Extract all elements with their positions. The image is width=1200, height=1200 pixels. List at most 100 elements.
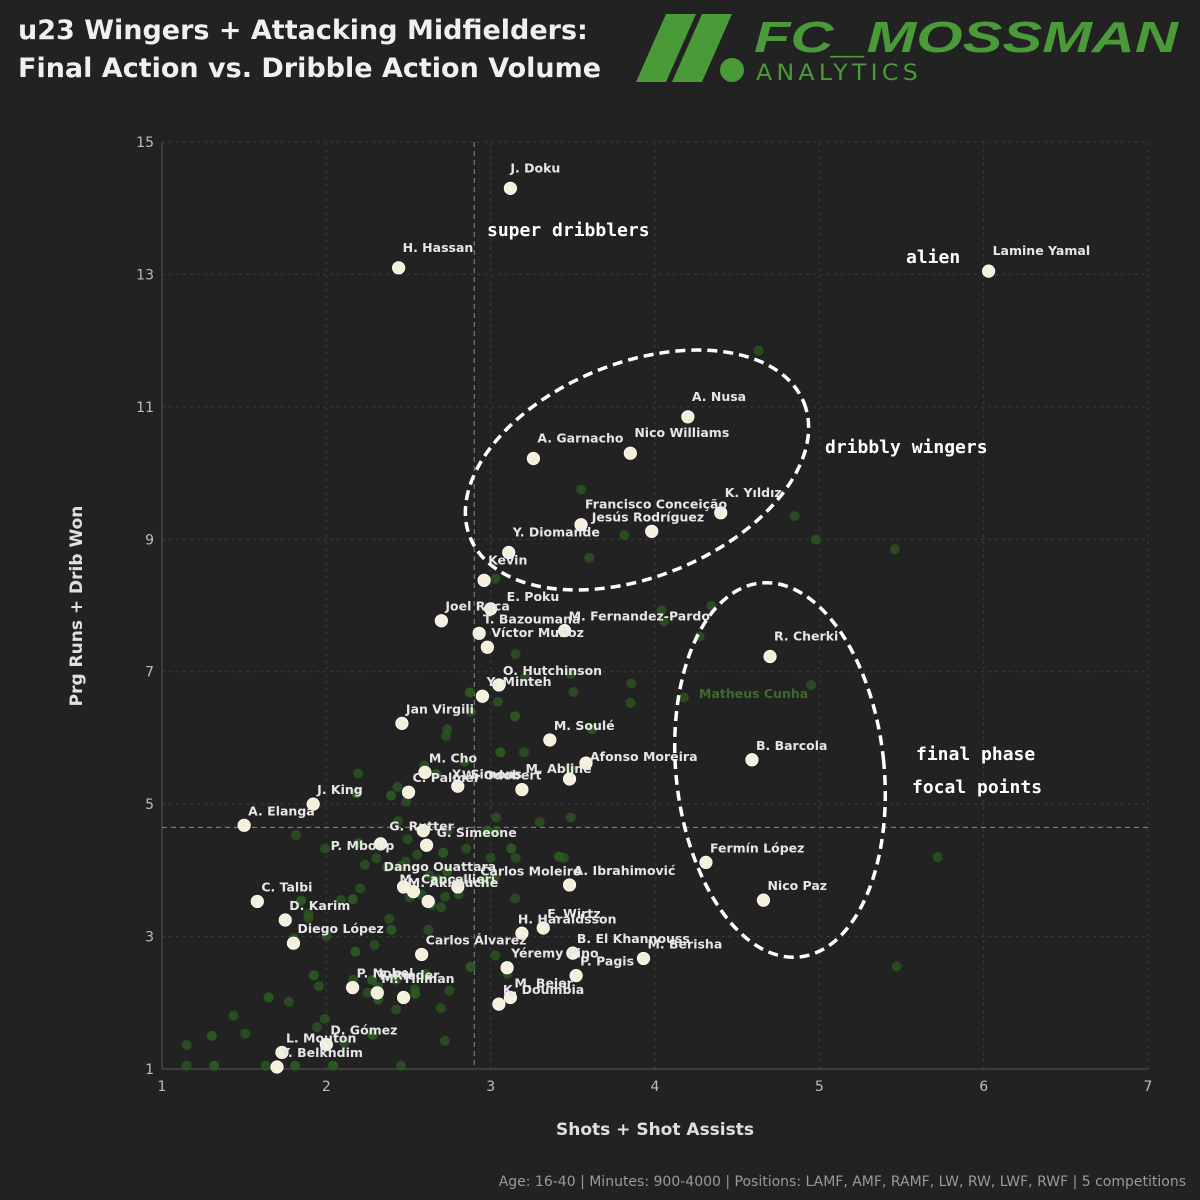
player-label: A. Elanga [248, 803, 315, 818]
player-point [395, 716, 409, 730]
player-label: D. Gómez [330, 1023, 397, 1038]
x-tick-label: 7 [1144, 1079, 1153, 1095]
background-point [508, 769, 519, 780]
player-point [492, 678, 506, 692]
background-point [206, 1030, 217, 1041]
player-label: M. Beier [514, 975, 573, 990]
background-point [442, 866, 453, 877]
highlighted-points [237, 181, 996, 1074]
background-point [291, 829, 302, 840]
player-label: R. Cherki [774, 628, 838, 643]
player-point [278, 913, 292, 927]
player-label: Lamine Yamal [993, 243, 1091, 258]
player-label: Y. Diomande [512, 525, 600, 540]
background-point [263, 992, 274, 1003]
background-point [289, 1060, 300, 1071]
background-point [565, 668, 576, 679]
brand-mark-icon [636, 14, 744, 82]
player-point [492, 997, 506, 1011]
player-label: Yéremy Pino [510, 946, 599, 961]
player-point [558, 624, 572, 638]
background-point [565, 812, 576, 823]
player-label: B. Barcola [756, 738, 827, 753]
player-point [250, 894, 264, 909]
chart-title: u23 Wingers + Attacking Midfielders: Fin… [18, 12, 601, 88]
background-point [308, 970, 319, 981]
player-label: Joel Roca [444, 599, 509, 614]
background-point [386, 790, 397, 801]
background-point [490, 950, 501, 961]
group-ellipse-final-phase [672, 580, 888, 960]
x-axis-label: Shots + Shot Assists [556, 1120, 754, 1140]
player-label: E. Poku [507, 589, 560, 604]
background-point [260, 1060, 271, 1071]
background-point [433, 874, 444, 885]
player-point [451, 880, 465, 894]
player-label: A. Ibrahimović [574, 863, 676, 878]
background-point [384, 913, 395, 924]
player-label: G. Simeone [437, 825, 517, 840]
y-tick-label: 13 [136, 267, 154, 283]
player-point [475, 689, 490, 703]
background-point [228, 1010, 239, 1021]
background-point [412, 849, 423, 860]
background-point [339, 1037, 350, 1048]
player-point [500, 961, 514, 975]
background-point [381, 862, 392, 873]
x-tick-label: 1 [158, 1079, 167, 1095]
player-point [645, 524, 659, 538]
background-point [181, 1060, 192, 1071]
player-point [515, 926, 529, 940]
background-point [619, 530, 630, 541]
brand-name: FC_MOSSMAN [754, 13, 1180, 62]
background-point [312, 1022, 323, 1033]
player-point [536, 921, 550, 935]
player-label: O. Hutchinson [503, 663, 602, 678]
player-label: Carlos Moleiro [480, 863, 582, 878]
player-label: P. Mboup [331, 838, 395, 853]
background-point [625, 697, 636, 708]
player-point [416, 824, 430, 838]
player-point [579, 756, 593, 770]
player-point [562, 878, 577, 892]
background-point [303, 913, 314, 924]
player-label: Diego López [297, 921, 383, 936]
background-point [367, 1029, 378, 1040]
background-point [489, 872, 500, 883]
background-point [753, 345, 764, 356]
player-point [286, 936, 301, 950]
annotation-text: super dribblers [487, 220, 650, 241]
player-point [472, 626, 486, 640]
player-label: Francisco Conceição [585, 497, 727, 512]
player-point [480, 640, 494, 654]
annotation-text: final phase [916, 744, 1035, 765]
player-point [543, 733, 557, 747]
annotations: super dribblers alien dribbly wingers final… [463, 220, 1042, 960]
background-point [320, 843, 331, 854]
player-label: Víctor Muñoz [491, 625, 584, 640]
y-tick-label: 15 [136, 135, 154, 151]
player-label: M. Soulé [554, 718, 615, 733]
player-label: P. Nobel [357, 966, 414, 981]
background-point [626, 678, 637, 689]
background-point [395, 861, 406, 872]
background-point [240, 1028, 251, 1039]
player-point [270, 1060, 284, 1074]
background-point [510, 893, 521, 904]
background-point [347, 894, 358, 905]
background-point [510, 711, 521, 722]
y-tick-label: 3 [145, 930, 154, 946]
player-label: K. Yıldız [725, 485, 782, 500]
player-label: T. Bazoumana [483, 611, 580, 626]
background-point [401, 796, 412, 807]
background-point [492, 696, 503, 707]
background-point [355, 883, 366, 894]
player-label: J. King [316, 782, 363, 797]
background-point [336, 895, 347, 906]
background-point [319, 1013, 330, 1024]
background-point [371, 853, 382, 864]
background-point [436, 1003, 447, 1014]
player-label: Kevin [488, 552, 527, 567]
player-label: F. Wirtz [547, 906, 600, 921]
